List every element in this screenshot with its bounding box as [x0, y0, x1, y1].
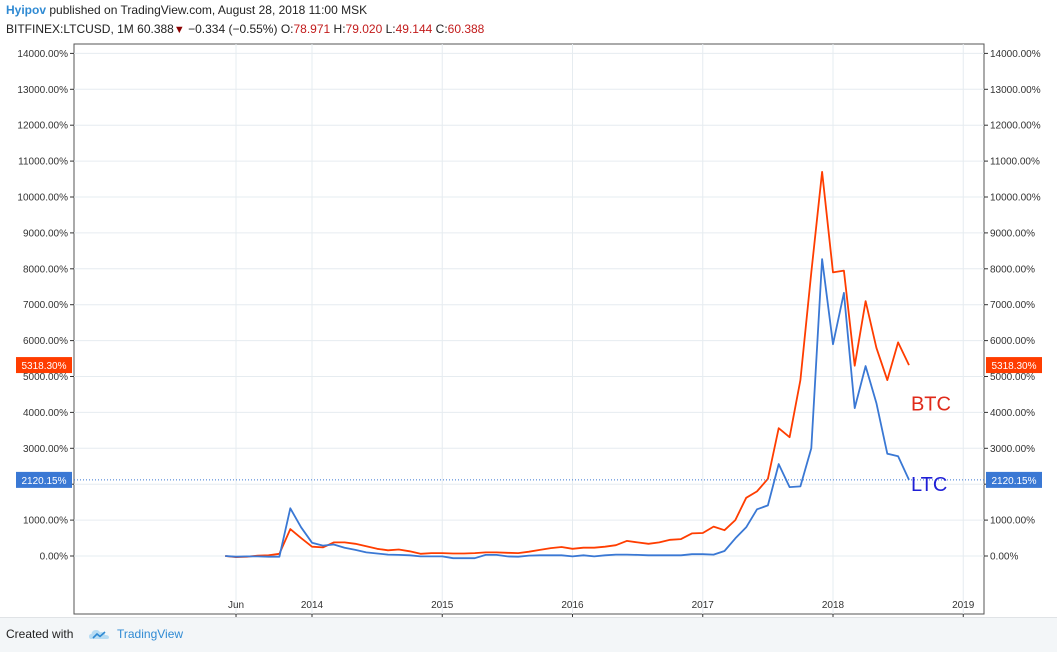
y-tick-label-left: 9000.00%: [23, 228, 68, 239]
grid-vertical: [235, 44, 964, 614]
y-tick-label-left: 0.00%: [40, 552, 68, 563]
down-arrow-icon: ▼: [173, 24, 185, 36]
close-label: C:: [435, 22, 448, 36]
series-line-ltc: [225, 258, 910, 560]
x-tick-label: 2017: [692, 600, 715, 611]
y-tick-label-right: 0.00%: [990, 552, 1018, 563]
series-name-label-btc: BTC: [911, 393, 951, 415]
last-price: 60.388: [137, 22, 174, 36]
y-tick-label-right: 6000.00%: [990, 336, 1035, 347]
last-value-text-btc: 5318.30%: [991, 361, 1036, 372]
last-value-text-ltc: 2120.15%: [21, 476, 66, 487]
series-labels: 5318.30% 5318.30% BTC 2120.15% 2120.15% LTC: [16, 357, 1042, 496]
created-with-text: Created with: [6, 627, 74, 641]
x-tick-label: 2019: [952, 600, 975, 611]
x-tick-label: 2014: [301, 600, 324, 611]
y-tick-label-left: 13000.00%: [17, 85, 68, 96]
series-line-btc: [225, 170, 910, 558]
chart-area[interactable]: 14000.00% 13000.00% 12000.00% 11000.00% 1000…: [0, 40, 1057, 617]
y-tick-label-right: 4000.00%: [990, 408, 1035, 419]
price-change: −0.334 (−0.55%): [188, 22, 278, 36]
y-tick-label-right: 13000.00%: [990, 85, 1041, 96]
y-tick-label-left: 14000.00%: [17, 49, 68, 60]
y-tick-label-left: 10000.00%: [17, 193, 68, 204]
chart-header: Hyipov published on TradingView.com, Aug…: [6, 2, 1046, 39]
y-tick-label-left: 5000.00%: [23, 372, 68, 383]
y-tick-label-right: 14000.00%: [990, 49, 1041, 60]
y-tick-label-left: 3000.00%: [23, 444, 68, 455]
y-tick-label-left: 6000.00%: [23, 336, 68, 347]
last-value-badge-ltc: [16, 471, 72, 488]
x-tick-label: 2018: [822, 600, 845, 611]
x-tick-label: 2016: [561, 600, 584, 611]
y-tick-label-right: 9000.00%: [990, 228, 1035, 239]
last-value-text-btc: 5318.30%: [21, 361, 66, 372]
x-tick-label: 2015: [431, 600, 454, 611]
footer-bar: Created with TradingView: [0, 617, 1057, 652]
last-value-badge-ltc: [986, 471, 1042, 488]
series-name-label-ltc: LTC: [911, 474, 947, 496]
high-value: 79.020: [345, 22, 383, 36]
tradingview-cloud-icon[interactable]: [88, 626, 112, 642]
y-tick-label-left: 1000.00%: [23, 516, 68, 527]
publish-line: Hyipov published on TradingView.com, Aug…: [6, 2, 1046, 19]
symbol-label: BITFINEX:LTCUSD, 1M: [6, 22, 134, 36]
low-label: L:: [385, 22, 396, 36]
y-tick-label-right: 5000.00%: [990, 372, 1035, 383]
y-tick-label-right: 3000.00%: [990, 444, 1035, 455]
ohlc-line: BITFINEX:LTCUSD, 1M 60.388▼ −0.334 (−0.5…: [6, 21, 1046, 39]
y-tick-label-right: 11000.00%: [990, 157, 1040, 168]
author-link[interactable]: Hyipov: [6, 3, 47, 17]
time-axis[interactable]: Jun 2014 2015 2016 2017 2018 2019: [228, 600, 975, 617]
open-label: O:: [280, 22, 294, 36]
y-tick-label-right: 7000.00%: [990, 300, 1035, 311]
open-value: 78.971: [293, 22, 331, 36]
tradingview-link[interactable]: TradingView: [117, 627, 184, 641]
close-value: 60.388: [447, 22, 485, 36]
y-tick-label-left: 4000.00%: [23, 408, 68, 419]
last-value-badge-btc: [986, 357, 1042, 374]
y-tick-label-right: 8000.00%: [990, 264, 1035, 275]
series-lines: [74, 170, 984, 560]
y-tick-label-left: 11000.00%: [18, 157, 68, 168]
last-value-badge-btc: [16, 357, 72, 374]
y-tick-label-left: 7000.00%: [23, 300, 68, 311]
y-tick-label-right: 12000.00%: [990, 121, 1041, 132]
y-tick-label-right: 10000.00%: [990, 193, 1041, 204]
left-price-axis[interactable]: 14000.00% 13000.00% 12000.00% 11000.00% 1000…: [17, 49, 74, 563]
x-tick-label: Jun: [228, 600, 244, 611]
y-tick-label-right: 1000.00%: [990, 516, 1035, 527]
y-tick-label-left: 12000.00%: [17, 121, 68, 132]
high-label: H:: [333, 22, 346, 36]
right-price-axis[interactable]: 14000.00% 13000.00% 12000.00% 11000.00% 1000…: [984, 49, 1041, 563]
plot-background: [73, 43, 985, 615]
last-value-text-ltc: 2120.15%: [991, 476, 1036, 487]
y-tick-label-left: 8000.00%: [23, 264, 68, 275]
published-text: published on TradingView.com, August 28,…: [46, 3, 368, 17]
low-value: 49.144: [395, 22, 433, 36]
